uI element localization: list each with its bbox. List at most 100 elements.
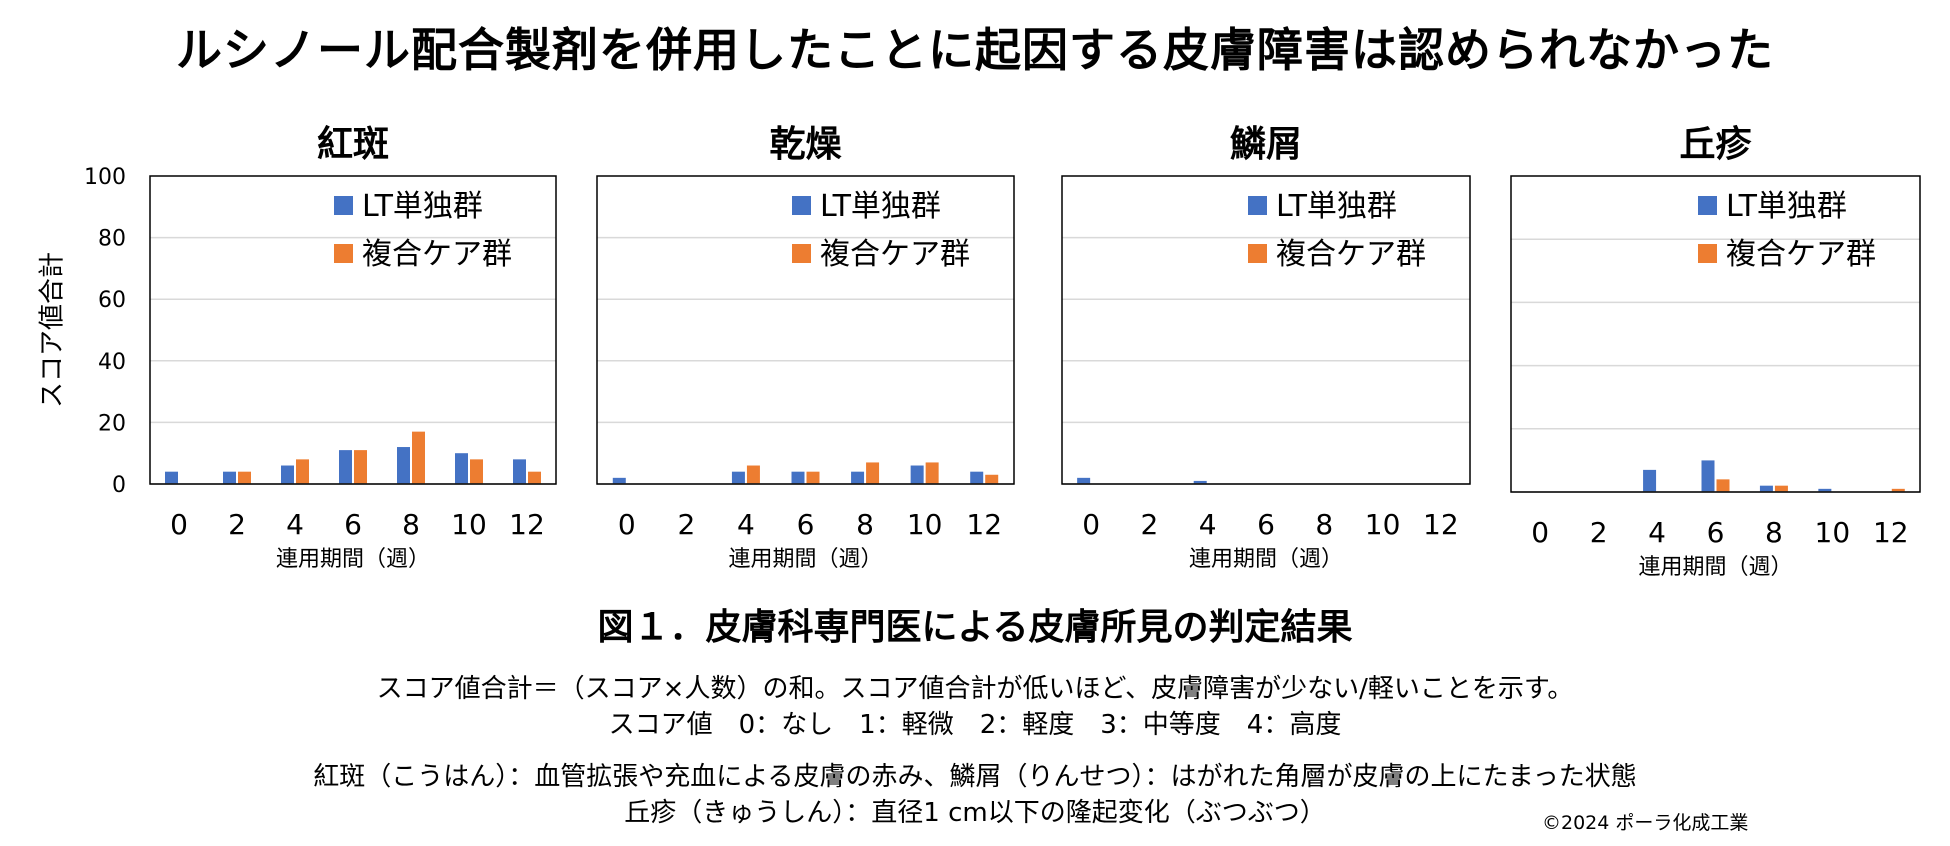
plot-frame [596, 175, 1015, 485]
legend-swatch [792, 196, 811, 215]
x-tick-label: 8 [1765, 516, 1783, 549]
bar-lt-only [851, 471, 865, 484]
legend-swatch [1698, 196, 1717, 215]
bar-combined [985, 474, 999, 484]
x-tick-label: 2 [1141, 508, 1159, 541]
x-tick-label: 12 [509, 508, 545, 541]
bar-combined [296, 459, 309, 484]
x-axis-label: 連用期間（週） [276, 547, 430, 572]
chart-title: 鱗屑 [1230, 124, 1302, 165]
legend-swatch [1248, 196, 1267, 215]
bar-combined [1774, 485, 1788, 492]
y-tick-label: 80 [98, 227, 126, 252]
legend-label: 複合ケア群 [1726, 237, 1876, 272]
plot-frame [1061, 175, 1471, 485]
x-tick-label: 4 [1648, 516, 1666, 549]
note-score-definition: スコア値合計＝（スコア×人数）の和。スコア値合計が低いほど、皮膚障害が少ない/軽… [376, 674, 1574, 704]
bar-lt-only [1701, 460, 1715, 492]
bar-lt-only [339, 450, 352, 484]
legend-label: LT単独群 [1726, 189, 1847, 224]
legend-swatch [792, 244, 811, 263]
bar-lt-only [1077, 477, 1091, 484]
plot-frame [1510, 175, 1921, 493]
bar-combined [470, 459, 483, 484]
figure-caption: 図１．皮膚科専門医による皮膚所見の判定結果 [597, 607, 1353, 648]
plot-frame [149, 175, 557, 485]
bar-combined [1716, 479, 1730, 492]
bar-lt-only [281, 465, 294, 484]
x-tick-label: 8 [856, 508, 874, 541]
x-tick-label: 6 [1257, 508, 1275, 541]
x-axis-label: 連用期間（週） [728, 547, 882, 572]
bar-lt-only [455, 453, 468, 484]
copyright-notice: ©2024 ポーラ化成工業 [1542, 812, 1749, 834]
x-tick-label: 0 [1082, 508, 1100, 541]
x-tick-label: 10 [1815, 516, 1851, 549]
x-tick-label: 4 [286, 508, 304, 541]
chart-title: 紅斑 [317, 124, 389, 165]
x-tick-label: 6 [797, 508, 815, 541]
bar-combined [412, 431, 425, 484]
y-tick-label: 60 [98, 288, 126, 313]
chart-title: 丘疹 [1679, 124, 1752, 165]
x-axis-label: 連用期間（週） [1638, 555, 1792, 580]
legend-label: LT単独群 [820, 189, 941, 224]
bar-lt-only [1193, 480, 1207, 484]
bar-lt-only [791, 471, 805, 484]
legend-label: 複合ケア群 [820, 237, 970, 272]
bar-combined [746, 465, 760, 484]
x-tick-label: 6 [344, 508, 362, 541]
y-tick-label: 40 [98, 350, 126, 375]
legend-label: 複合ケア群 [362, 237, 512, 272]
note-papule-definition: 丘疹（きゅうしん）：直径1 cm以下の隆起変化（ぶつぶつ） [624, 798, 1326, 828]
note-term-definitions: 紅斑（こうはん）：血管拡張や充血による皮膚の赤み、鱗屑（りんせつ）：はがれた角層… [313, 762, 1637, 792]
legend-swatch [334, 196, 353, 215]
x-tick-label: 10 [451, 508, 487, 541]
x-tick-label: 0 [1531, 516, 1549, 549]
charts-area: 紅斑0 2 4 6 8 10 12連用期間（週）020406080100LT単独群複合ケア群… [84, 124, 1921, 580]
x-tick-label: 2 [1590, 516, 1608, 549]
x-tick-label: 2 [677, 508, 695, 541]
x-tick-label: 0 [618, 508, 636, 541]
x-axis-label: 連用期間（週） [1189, 547, 1343, 572]
bar-lt-only [165, 471, 178, 484]
bar-lt-only [223, 471, 236, 484]
x-tick-label: 12 [966, 508, 1002, 541]
x-tick-label: 8 [1315, 508, 1333, 541]
bar-combined [354, 450, 367, 484]
x-tick-label: 10 [1365, 508, 1401, 541]
chart-title: 乾燥 [769, 124, 842, 165]
x-tick-label: 8 [402, 508, 420, 541]
bar-lt-only [731, 471, 745, 484]
legend-label: LT単独群 [362, 189, 483, 224]
legend-swatch [1698, 244, 1717, 263]
x-tick-label: 0 [170, 508, 188, 541]
y-tick-label: 100 [84, 165, 126, 190]
x-tick-label: 6 [1707, 516, 1725, 549]
bar-lt-only [1818, 488, 1832, 492]
x-tick-label: 4 [737, 508, 755, 541]
legend-label: LT単独群 [1276, 189, 1397, 224]
x-tick-label: 12 [1873, 516, 1909, 549]
y-tick-label: 20 [98, 411, 126, 436]
bar-lt-only [1759, 485, 1773, 492]
bar-lt-only [970, 471, 984, 484]
legend-swatch [334, 244, 353, 263]
legend-swatch [1248, 244, 1267, 263]
bar-lt-only [910, 465, 924, 484]
bar-combined [1891, 488, 1905, 492]
bar-lt-only [513, 459, 526, 484]
bar-combined [238, 471, 251, 484]
bar-combined [528, 471, 541, 484]
bar-combined [806, 471, 820, 484]
x-tick-label: 12 [1423, 508, 1459, 541]
x-tick-label: 4 [1199, 508, 1217, 541]
note-score-scale: スコア値 0：なし 1：軽微 2：軽度 3：中等度 4：高度 [608, 710, 1342, 740]
bar-combined [925, 462, 939, 484]
legend-label: 複合ケア群 [1276, 237, 1426, 272]
x-tick-label: 10 [907, 508, 943, 541]
x-tick-label: 2 [228, 508, 246, 541]
bar-lt-only [612, 477, 626, 484]
bar-lt-only [1643, 469, 1657, 492]
y-tick-label: 0 [112, 473, 126, 498]
